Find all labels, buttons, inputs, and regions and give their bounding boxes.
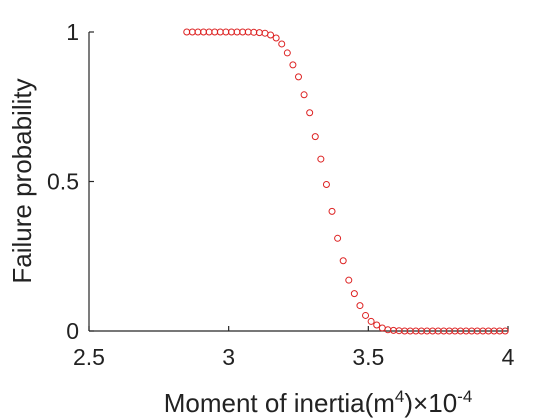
y-tick-label: 1 xyxy=(66,19,79,45)
y-tick-label: 0 xyxy=(66,318,79,344)
data-point xyxy=(328,207,336,215)
x-axis-label-main: Moment of inertia(m xyxy=(164,388,395,418)
x-axis-multiplier-exponent: -4 xyxy=(457,387,472,406)
data-point xyxy=(339,257,347,265)
data-point xyxy=(267,31,275,39)
y-tick-label: 0.5 xyxy=(47,169,79,195)
data-point xyxy=(362,311,370,319)
data-point xyxy=(501,327,509,335)
data-point xyxy=(317,155,325,163)
data-point xyxy=(300,91,308,99)
data-point xyxy=(373,321,381,329)
data-point xyxy=(350,290,358,298)
data-point xyxy=(384,326,392,334)
data-point xyxy=(334,234,342,242)
data-point xyxy=(311,133,319,141)
data-point xyxy=(322,180,330,188)
axes: 2.5 3 3.5 4 0 0.5 1 xyxy=(47,19,515,370)
x-axis-label: Moment of inertia(m4)×10-4 xyxy=(164,387,473,418)
data-point xyxy=(345,276,353,284)
data-point xyxy=(306,109,314,117)
data-point xyxy=(272,34,280,42)
data-point xyxy=(278,40,286,48)
data-point xyxy=(261,29,269,37)
data-point xyxy=(283,49,291,57)
x-tick-label: 3.5 xyxy=(352,344,384,370)
x-axis-multiplier: ×10 xyxy=(413,388,457,418)
x-axis-label-suffix: ) xyxy=(404,388,413,418)
data-point xyxy=(356,302,364,310)
data-point xyxy=(378,324,386,332)
x-axis-label-superscript: 4 xyxy=(395,387,404,406)
data-point xyxy=(289,61,297,69)
labels: Failure probability Moment of inertia(m4… xyxy=(7,78,472,418)
data-point xyxy=(367,317,375,325)
data-point xyxy=(295,73,302,81)
data-points xyxy=(183,28,509,335)
x-tick-label: 3 xyxy=(222,344,235,370)
y-axis-label: Failure probability xyxy=(7,78,37,283)
x-tick-label: 2.5 xyxy=(73,344,105,370)
x-tick-label: 4 xyxy=(502,344,515,370)
